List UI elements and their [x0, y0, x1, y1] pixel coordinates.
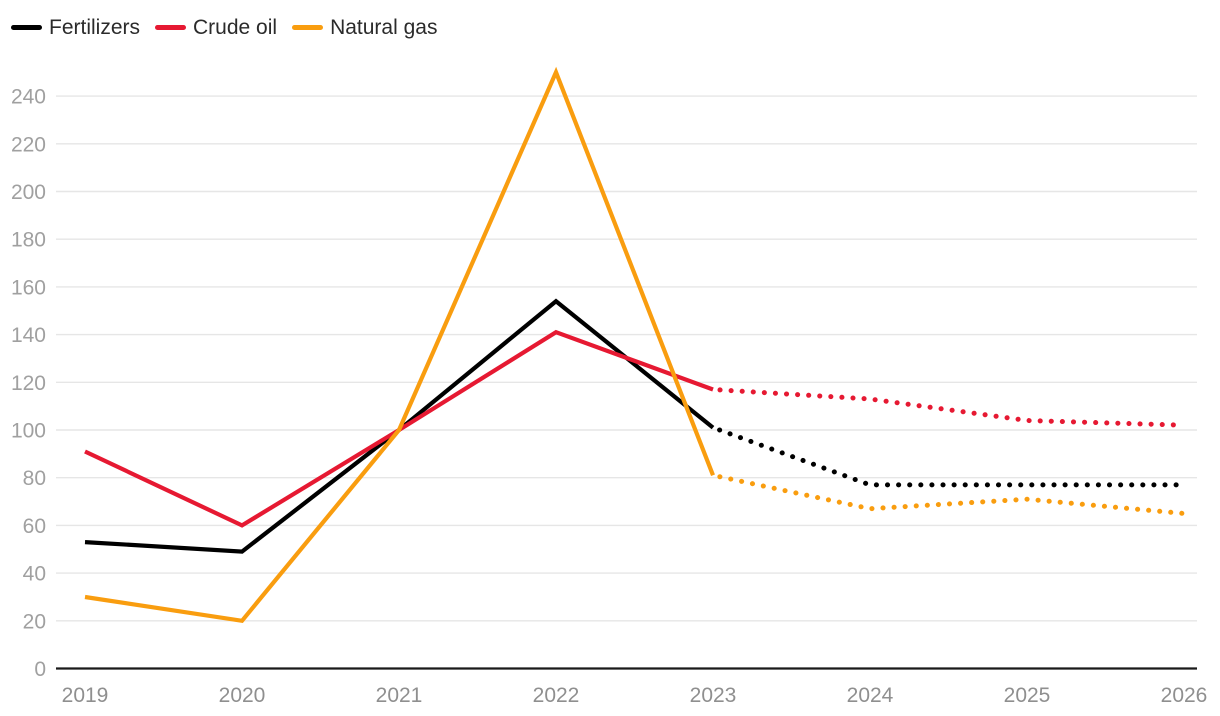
y-axis-tick-label: 140 [11, 324, 46, 347]
legend-item-natural-gas: Natural gas [292, 17, 437, 38]
series-forecast-fertilizers [710, 425, 1187, 488]
chart-legend: Fertilizers Crude oil Natural gas [11, 17, 437, 38]
legend-label: Crude oil [193, 16, 278, 39]
legend-swatch-crude-oil [155, 25, 187, 30]
x-axis-tick-label: 2021 [376, 684, 423, 707]
y-axis-tick-label: 240 [11, 86, 46, 109]
y-axis-tick-label: 200 [11, 181, 46, 204]
legend-item-fertilizers: Fertilizers [11, 17, 140, 38]
y-axis-tick-label: 0 [34, 658, 46, 681]
series-forecast-natural-gas [710, 472, 1187, 516]
y-axis-tick-label: 220 [11, 133, 46, 156]
legend-label: Natural gas [330, 16, 438, 39]
y-axis-tick-label: 180 [11, 229, 46, 252]
legend-swatch-fertilizers [11, 25, 42, 30]
x-axis-tick-label: 2020 [219, 684, 266, 707]
y-axis-tick-label: 20 [23, 610, 46, 633]
x-axis-tick-label: 2019 [62, 684, 109, 707]
y-axis-tick-label: 120 [11, 372, 46, 395]
x-axis-tick-label: 2024 [847, 684, 894, 707]
y-axis-tick-label: 40 [23, 563, 46, 586]
y-axis-tick-label: 100 [11, 420, 46, 443]
legend-label: Fertilizers [49, 16, 141, 39]
y-axis-tick-label: 160 [11, 276, 46, 299]
legend-item-crude-oil: Crude oil [155, 17, 277, 38]
y-axis-tick-label: 60 [23, 515, 46, 538]
x-axis-tick-label: 2022 [533, 684, 580, 707]
y-axis-tick-label: 80 [23, 467, 46, 490]
x-axis-tick-label: 2025 [1004, 684, 1051, 707]
legend-swatch-natural-gas [292, 25, 324, 30]
x-axis-tick-label: 2023 [690, 684, 737, 707]
series-forecast-crude-oil [710, 387, 1187, 428]
x-axis-tick-label: 2026 [1161, 684, 1208, 707]
series-line-natural-gas [84, 66, 715, 624]
